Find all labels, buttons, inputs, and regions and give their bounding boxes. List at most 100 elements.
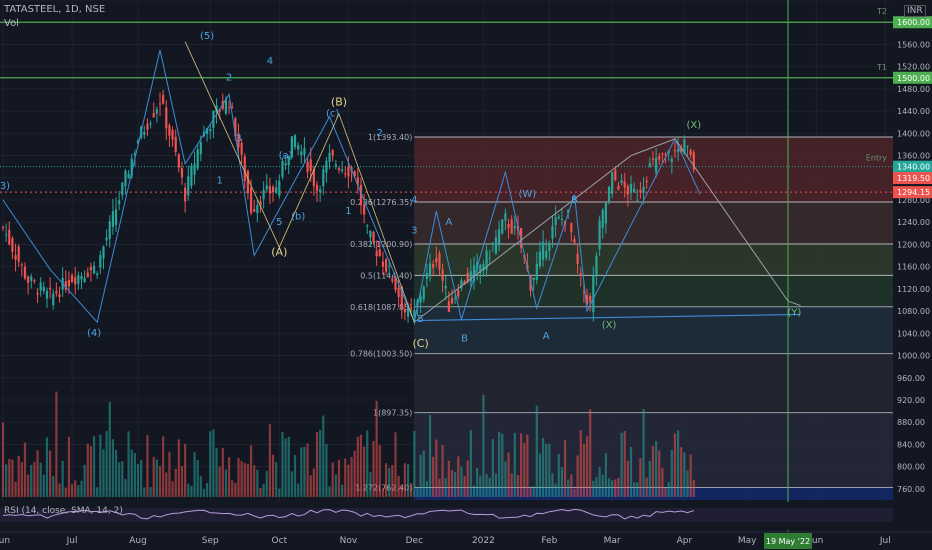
rsi-label[interactable]: RSI (14, close, SMA, 14, 2) (4, 506, 123, 516)
volume-bar (33, 461, 36, 497)
currency-badge[interactable]: INR (904, 5, 926, 17)
volume-bar (312, 468, 315, 497)
candle-body (11, 238, 14, 252)
volume-bar (187, 483, 190, 497)
candle-body (520, 227, 523, 248)
time-tick-label: Sep (202, 536, 219, 546)
volume-bar (677, 430, 680, 497)
volume-bar (378, 445, 381, 497)
volume-bar (249, 445, 253, 497)
candle-body (372, 231, 375, 242)
candle-body (168, 125, 171, 136)
volume-bar (353, 450, 356, 497)
candle-body (215, 105, 218, 113)
wave-label-major: (A) (271, 246, 287, 259)
wave-label: 1 (216, 175, 222, 186)
candle-body (384, 259, 388, 272)
volume-bar (611, 480, 614, 497)
price-tag (893, 16, 932, 29)
candle-body (36, 292, 39, 295)
entry-label: Entry (866, 154, 888, 163)
candle-body (259, 201, 262, 206)
volume-bar (532, 486, 535, 497)
volume-bar (661, 467, 664, 497)
candle-body (673, 150, 677, 152)
volume-bar (551, 473, 554, 497)
volume-bar (425, 480, 428, 497)
candle-body (278, 180, 281, 196)
time-tick-label: Apr (677, 536, 693, 546)
volume-bar (256, 469, 259, 497)
candle-body (224, 99, 228, 114)
price-tag-label: 1319.50 (897, 174, 930, 183)
volume-bar (645, 477, 648, 497)
volume-bar (42, 474, 45, 497)
volume-bar (253, 465, 256, 497)
volume-bar (485, 474, 488, 497)
volume-bar (23, 442, 27, 497)
candle-body (416, 300, 419, 307)
volume-bar (193, 452, 196, 497)
candle-body (162, 94, 165, 104)
volume-bar (133, 453, 136, 497)
volume-bar (297, 483, 300, 497)
volume-bar (435, 439, 438, 497)
candle-body (49, 287, 52, 290)
candle-body (611, 172, 614, 194)
candle-body (356, 177, 359, 185)
volume-bar (152, 456, 155, 497)
volume-bar (450, 469, 454, 497)
candle-body (268, 186, 271, 194)
price-tick-label: 840.00 (897, 440, 925, 449)
candle-body (256, 204, 259, 214)
candle-body (70, 275, 74, 283)
volume-bar (513, 432, 516, 497)
wave-label: B (571, 195, 578, 206)
volume-bar (322, 415, 325, 497)
volume-bar (529, 488, 532, 497)
fib-level-label: 1.272(762.40) (355, 484, 412, 493)
volume-bar (83, 464, 86, 497)
candle-body (306, 161, 309, 172)
candle-body (576, 253, 579, 264)
volume-bar (664, 488, 667, 497)
candle-body (359, 184, 363, 206)
wave-label-green: (Y) (787, 308, 801, 319)
candle-body (174, 136, 177, 153)
volume-bar (369, 472, 372, 497)
volume-bar (375, 400, 378, 497)
volume-bar (234, 482, 237, 497)
candle-body (589, 295, 592, 303)
volume-bar (557, 454, 560, 497)
time-tick-label: Dec (406, 536, 423, 546)
fib-level-label: 0.236(1276.35) (350, 198, 412, 207)
symbol-title[interactable]: TATASTEEL, 1D, NSE (4, 4, 106, 15)
candle-body (265, 185, 268, 190)
volume-bar (670, 449, 673, 497)
date-tag-label: 19 May '22 (766, 537, 810, 546)
volume-bar (328, 486, 331, 497)
volume-bar (422, 450, 425, 497)
candle-body (504, 213, 507, 221)
candle-body (118, 200, 121, 205)
candle-body (77, 275, 80, 284)
volume-bar (428, 415, 432, 497)
candle-body (180, 168, 184, 178)
volume-bar (99, 434, 102, 497)
volume-bar (143, 487, 146, 497)
volume-bar (290, 471, 293, 497)
wave-label: 5 (276, 217, 282, 228)
volume-bar (215, 447, 218, 497)
volume-label[interactable]: Vol (4, 18, 19, 29)
volume-bar (658, 450, 661, 497)
candle-body (155, 109, 158, 114)
candle-body (425, 272, 428, 279)
candle-body (341, 169, 344, 172)
volume-bar (49, 450, 52, 497)
candle-body (337, 168, 341, 171)
candle-body (64, 281, 67, 290)
wave-label: 4 (267, 56, 273, 67)
volume-bar (224, 469, 228, 497)
candle-body (42, 286, 45, 291)
